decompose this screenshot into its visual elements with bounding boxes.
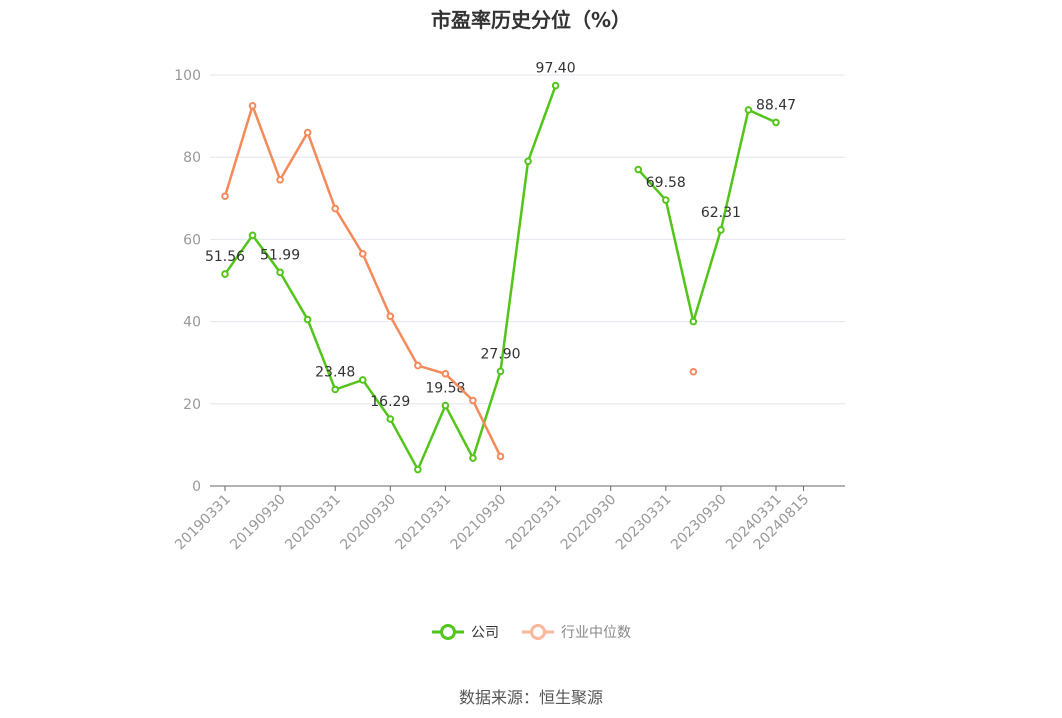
x-tick-label: 20220331	[503, 492, 565, 554]
data-point-industry	[496, 452, 505, 461]
y-tick-label: 80	[183, 150, 201, 166]
data-point-company	[772, 118, 780, 127]
data-point-industry	[276, 176, 284, 184]
data-point-company	[634, 165, 643, 174]
data-point-industry	[689, 367, 698, 376]
data-point-company	[303, 315, 312, 324]
series-line-company	[637, 108, 777, 323]
data-point-company	[441, 401, 450, 410]
y-tick-label: 100	[174, 68, 201, 84]
y-tick-label: 20	[183, 397, 201, 413]
series-line-company	[223, 85, 557, 471]
data-label: 27.90	[480, 346, 520, 362]
legend: 公司 行业中位数	[0, 622, 1062, 642]
data-label: 97.40	[536, 61, 576, 77]
data-point-industry	[358, 249, 367, 258]
data-label: 51.56	[205, 249, 245, 265]
data-label: 88.47	[756, 97, 796, 113]
data-point-company	[331, 385, 340, 394]
data-point-company	[358, 376, 367, 384]
data-label: 16.29	[370, 394, 410, 410]
source-note: 数据来源：恒生聚源	[458, 688, 603, 707]
data-point-company	[386, 415, 395, 423]
data-point-company	[469, 454, 477, 462]
data-label: 69.58	[646, 175, 686, 191]
x-tick-label: 20200331	[282, 492, 344, 554]
data-point-company	[496, 367, 505, 376]
data-point-company	[524, 157, 532, 166]
legend-item-company[interactable]: 公司	[431, 622, 499, 642]
data-label: 51.99	[260, 247, 300, 263]
data-label: 62.31	[701, 205, 741, 221]
legend-company-marker-icon	[432, 624, 464, 640]
x-tick-label: 20190331	[172, 492, 234, 554]
x-tick-label: 20210331	[393, 492, 455, 554]
data-point-industry	[221, 192, 229, 201]
legend-item-industry[interactable]: 行业中位数	[521, 622, 631, 642]
data-point-company	[221, 270, 229, 278]
data-point-company	[744, 106, 753, 114]
y-tick-label: 0	[192, 479, 201, 495]
data-point-industry	[386, 312, 395, 321]
data-point-industry	[469, 396, 477, 405]
data-point-industry	[331, 204, 340, 213]
x-tick-label: 20210930	[448, 492, 510, 554]
data-label: 23.48	[315, 364, 355, 380]
chart-title: 市盈率历史分位（%）	[430, 8, 632, 32]
data-point-company	[662, 196, 670, 204]
legend-label-industry: 行业中位数	[561, 625, 631, 641]
legend-label-company: 公司	[471, 625, 499, 641]
x-tick-label: 20230930	[668, 492, 730, 554]
data-point-industry	[414, 361, 422, 370]
data-point-company	[717, 226, 725, 234]
legend-industry-marker-icon	[522, 624, 554, 640]
x-tick-label: 20190930	[227, 492, 289, 554]
data-point-industry	[248, 102, 257, 110]
data-point-company	[414, 465, 422, 474]
data-point-industry	[303, 128, 312, 137]
data-point-company	[248, 231, 257, 240]
y-tick-label: 60	[183, 232, 201, 248]
data-point-company	[551, 81, 560, 90]
x-tick-label: 20230331	[613, 492, 675, 554]
data-point-company	[276, 268, 284, 277]
line-chart: 0 20 40 60 80 100 2019033120190930202003312020…	[172, 61, 845, 554]
y-tick-label: 40	[183, 315, 201, 331]
x-tick-label: 20220930	[558, 492, 620, 554]
data-point-company	[689, 317, 698, 326]
x-tick-label: 20200930	[337, 492, 399, 554]
data-point-industry	[441, 369, 450, 378]
